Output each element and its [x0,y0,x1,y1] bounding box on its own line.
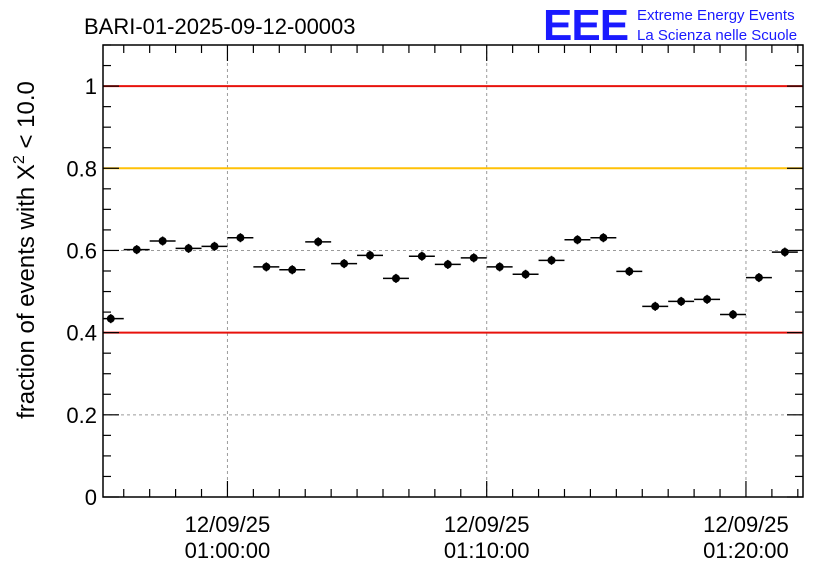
data-marker [651,302,660,311]
data-point [486,262,513,272]
data-point [642,301,669,311]
data-point [175,243,202,253]
data-point [564,235,591,245]
data-point [745,273,772,283]
data-point [512,269,539,279]
data-point [331,259,358,269]
data-marker [288,265,297,274]
y-tick-label: 0.8 [66,156,97,181]
eee-logo-line2: La Scienza nelle Scuole [637,27,797,44]
data-marker [236,233,245,242]
data-marker [469,253,478,262]
grid [103,45,803,497]
data-point [253,262,280,272]
data-point [694,294,721,304]
data-marker [625,267,634,276]
y-tick-label: 0.6 [66,238,97,263]
data-marker [340,259,349,268]
x-tick-label-date: 12/09/25 [444,512,530,537]
y-tick-label: 1 [85,74,97,99]
x-tick-label-date: 12/09/25 [703,512,789,537]
data-marker [106,314,115,323]
data-point [668,296,695,306]
data-point [434,259,461,269]
x-tick-label-time: 01:00:00 [185,538,271,563]
data-marker [314,237,323,246]
data-point [616,266,643,276]
data-point [149,236,176,246]
data-points [103,233,798,324]
data-marker [391,274,400,283]
data-point [357,250,383,260]
data-point [103,314,124,324]
data-point [305,237,332,247]
data-marker [599,233,608,242]
data-point [383,273,409,283]
data-marker [158,237,167,246]
data-point [771,247,798,257]
data-marker [677,297,686,306]
data-point [227,233,254,243]
y-tick-label: 0.4 [66,321,97,346]
x-tick-label-date: 12/09/25 [185,512,271,537]
plot-frame [102,44,804,498]
data-marker [547,256,556,265]
data-marker [417,252,426,261]
data-marker [729,310,737,319]
data-marker [703,295,712,304]
data-point [279,265,306,275]
chart-title: BARI-01-2025-09-12-00003 [84,14,356,39]
data-marker [443,260,452,269]
x-tick-label-time: 01:20:00 [703,538,789,563]
data-marker [521,270,530,279]
data-marker [573,235,582,244]
y-tick-label: 0.2 [66,403,97,428]
data-marker [210,242,219,251]
y-tick-label: 0 [85,485,97,510]
data-point [538,255,565,265]
y-axis-label: fraction of events with X2 < 10.0 [11,81,40,419]
data-marker [780,248,789,257]
data-marker [262,262,271,271]
eee-logo-line1: Extreme Energy Events [637,7,795,24]
data-marker [754,273,763,282]
x-tick-label-time: 01:10:00 [444,538,530,563]
data-marker [184,244,193,253]
data-point [720,310,746,320]
data-marker [495,262,504,271]
axes: 00.20.40.60.8112/09/2501:00:0012/09/2501… [66,44,804,563]
data-point [408,251,435,261]
data-marker [132,245,141,254]
data-point [123,245,150,255]
reference-lines [103,85,803,334]
data-point [460,253,487,263]
eee-logo-mark: EEE [543,1,628,50]
data-marker [366,251,375,260]
data-point [590,233,617,243]
eee-logo: EEE Extreme Energy Events La Scienza nel… [543,1,797,50]
data-point [201,241,228,251]
